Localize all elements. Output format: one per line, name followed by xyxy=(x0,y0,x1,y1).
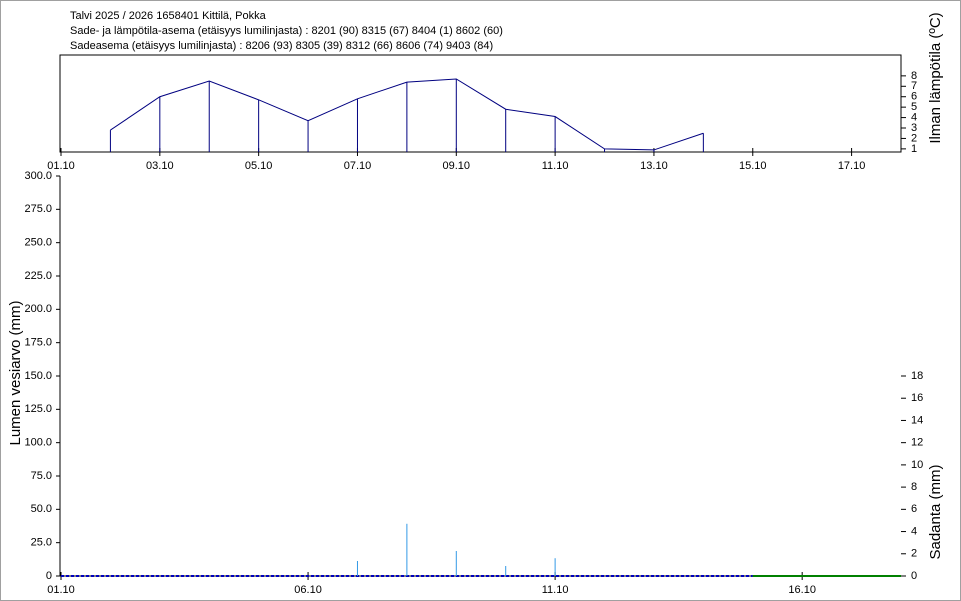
y-tick-label: 10 xyxy=(911,459,923,471)
bar xyxy=(554,558,556,576)
x-tick-label: 17.10 xyxy=(838,160,866,172)
y-tick-label: 12 xyxy=(911,437,923,449)
y-axis-title: Ilman lämpötila (ºC) xyxy=(927,12,944,143)
y-tick-label: 50.0 xyxy=(31,503,52,515)
y-tick-label: 0 xyxy=(911,570,917,582)
y-tick-label: 75.0 xyxy=(31,470,52,482)
y-tick-label: 7 xyxy=(911,80,917,92)
bar xyxy=(505,566,507,576)
y-tick-label: 0 xyxy=(46,570,52,582)
x-tick-label: 11.10 xyxy=(542,584,569,596)
plot-frame xyxy=(59,54,902,153)
y-axis-title: Lumen vesiarvo (mm) xyxy=(7,300,24,445)
bar xyxy=(455,551,457,576)
y-tick-label: 4 xyxy=(911,111,917,123)
y-tick-label: 8 xyxy=(911,481,917,493)
x-tick-label: 06.10 xyxy=(294,584,322,596)
y-tick-label: 125.0 xyxy=(24,403,52,415)
y-tick-label: 225.0 xyxy=(24,270,52,282)
y-tick-label: 2 xyxy=(911,548,917,560)
y-tick-label: 100.0 xyxy=(24,437,52,449)
line xyxy=(110,78,704,151)
x-tick-label: 05.10 xyxy=(245,160,273,172)
y-tick-label: 18 xyxy=(911,370,923,382)
y-tick-label: 16 xyxy=(911,392,923,404)
y-tick-label: 250.0 xyxy=(24,237,52,249)
y-tick-label: 8 xyxy=(911,70,917,82)
bar xyxy=(356,561,358,576)
x-tick-label: 15.10 xyxy=(739,160,767,172)
y-tick-label: 1 xyxy=(911,143,917,155)
y2-axis-title: Sadanta (mm) xyxy=(927,464,944,559)
y-tick-label: 6 xyxy=(911,503,917,515)
x-tick-label: 01.10 xyxy=(47,160,75,172)
x-tick-label: 07.10 xyxy=(344,160,372,172)
x-tick-label: 03.10 xyxy=(146,160,174,172)
x-tick-label: 11.10 xyxy=(542,160,569,172)
subtitle: Sadeasema (etäisyys lumilinjasta) : 8206… xyxy=(70,40,493,52)
subtitle: Sade- ja lämpötila-asema (etäisyys lumil… xyxy=(70,25,503,37)
bar xyxy=(406,523,408,576)
x-tick-label: 16.10 xyxy=(788,584,816,596)
y-tick-label: 4 xyxy=(911,525,917,537)
y-tick-label: 175.0 xyxy=(24,337,52,349)
y-tick-label: 5 xyxy=(911,101,917,113)
y-tick-label: 275.0 xyxy=(24,203,52,215)
chart-title: Talvi 2025 / 2026 1658401 Kittilä, Pokka xyxy=(70,10,267,22)
x-tick-label: 09.10 xyxy=(443,160,471,172)
y-tick-label: 150.0 xyxy=(24,370,52,382)
y-tick-label: 200.0 xyxy=(24,303,52,315)
y-tick-label: 3 xyxy=(911,122,917,134)
y-tick-label: 25.0 xyxy=(31,537,52,549)
y-tick-label: 2 xyxy=(911,132,917,144)
x-tick-label: 01.10 xyxy=(47,584,75,596)
x-tick-label: 13.10 xyxy=(640,160,668,172)
y-tick-label: 300.0 xyxy=(24,170,52,182)
y-tick-label: 14 xyxy=(911,414,923,426)
y-tick-label: 6 xyxy=(911,91,917,103)
